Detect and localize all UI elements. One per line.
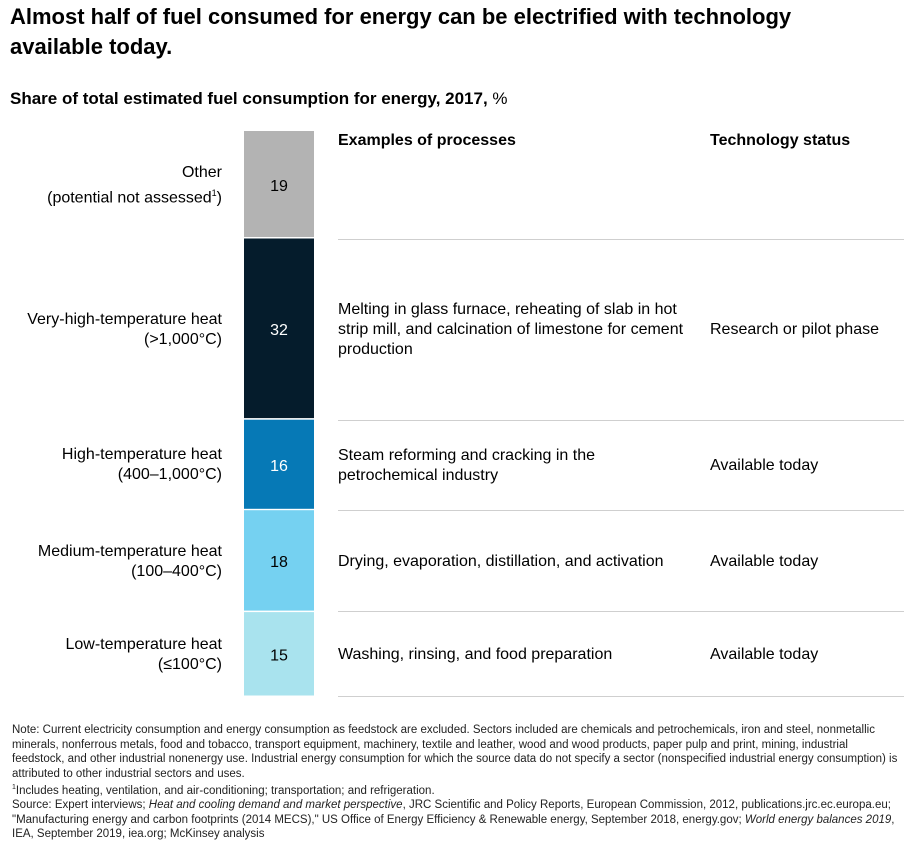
source-text: Source: Expert interviews; Heat and cool…	[12, 799, 895, 841]
stacked-bar-chart: 19 32 16 18 15	[244, 131, 314, 696]
bar-segment-low-temperature-heat	[244, 612, 314, 696]
row-label-main: High-temperature heat	[61, 446, 222, 463]
bar-segment-very-high-temperature-heat	[244, 238, 314, 419]
bar-value-label-other: 19	[270, 178, 288, 195]
chart-subtitle: Share of total estimated fuel consumptio…	[10, 88, 508, 110]
row-label-main: Very-high-temperature heat	[27, 311, 222, 328]
status-low-temperature: Available today	[710, 646, 819, 663]
note-text: Note: Current electricity consumption an…	[12, 724, 898, 780]
row-divider	[338, 696, 904, 697]
bar-value-label-low-temperature-heat: 15	[270, 648, 288, 665]
bar-value-label-high-temperature-heat: 16	[270, 458, 288, 475]
footnote-marker: 1	[211, 187, 217, 198]
bar-segment-medium-temperature-heat	[244, 510, 314, 611]
process-low-temperature: Washing, rinsing, and food preparation	[338, 646, 613, 663]
row-label-very-high-temperature: Very-high-temperature heat (>1,000°C)	[0, 240, 222, 420]
row-label-sub: (potential not assessed1)	[47, 187, 222, 207]
row-label-sub: (≤100°C)	[157, 656, 222, 673]
subtitle-unit: %	[492, 89, 508, 108]
row-label-low-temperature: Low-temperature heat (≤100°C)	[0, 613, 222, 697]
process-medium-temperature: Drying, evaporation, distillation, and a…	[338, 552, 664, 570]
row-label-sub: (100–400°C)	[131, 562, 222, 580]
status-medium-temperature: Available today	[710, 552, 819, 570]
row-label-main: Medium-temperature heat	[37, 542, 222, 560]
row-label-main: Low-temperature heat	[65, 636, 222, 653]
row-label-main: Other	[181, 163, 222, 181]
bar-value-label-medium-temperature-heat: 18	[270, 554, 288, 571]
row-label-sub: (>1,000°C)	[144, 331, 222, 348]
bar-value-label-very-high-temperature-heat: 32	[270, 322, 288, 339]
processes-column-header: Examples of processes	[338, 132, 516, 149]
chart-notes: Note: Current electricity consumption an…	[12, 723, 902, 842]
subtitle-text: Share of total estimated fuel consumptio…	[10, 89, 488, 108]
footnote-text: 1Includes heating, ventilation, and air-…	[12, 784, 435, 797]
row-label-other: Other (potential not assessed1)	[0, 132, 222, 239]
status-column-header: Technology status	[710, 132, 851, 149]
row-divider	[338, 510, 904, 511]
row-label-medium-temperature: Medium-temperature heat (100–400°C)	[0, 511, 222, 612]
process-very-high-temperature: Melting in glass furnace, reheating of s…	[338, 301, 684, 358]
status-very-high-temperature: Research or pilot phase	[710, 321, 879, 338]
process-high-temperature: Steam reforming and cracking in the petr…	[338, 447, 596, 484]
row-label-sub: (400–1,000°C)	[117, 466, 222, 483]
bar-segment-high-temperature-heat	[244, 419, 314, 509]
row-label-high-temperature: High-temperature heat (400–1,000°C)	[0, 421, 222, 509]
status-high-temperature: Available today	[710, 457, 819, 474]
row-divider	[338, 239, 904, 240]
row-divider	[338, 420, 904, 421]
page-title: Almost half of fuel consumed for energy …	[10, 4, 792, 59]
bar-segment-other	[244, 131, 314, 237]
row-divider	[338, 611, 904, 612]
footnote-marker: 1	[12, 784, 16, 791]
